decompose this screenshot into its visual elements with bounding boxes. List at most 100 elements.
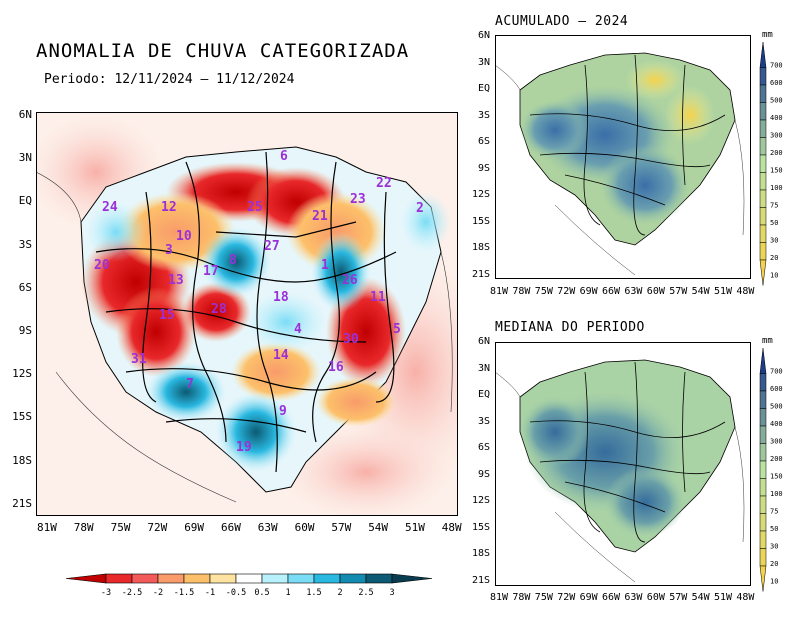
main-lat-tick-3: 3S — [18, 237, 32, 251]
main-lat-tick-7: 15S — [12, 410, 32, 424]
basin-label-27: 27 — [264, 239, 280, 254]
mediana-scale-cell-4 — [759, 425, 767, 444]
acumulado-scale-cell-7 — [759, 172, 767, 191]
colorbar-cell-3 — [157, 573, 185, 584]
mediana-scale-cell-5 — [759, 443, 767, 462]
mediana-lon-tick-11: 48W — [736, 592, 755, 603]
basin-label-15: 15 — [159, 308, 175, 323]
acumulado-scale-cell-0 — [759, 42, 767, 68]
acumulado-lat-tick-3: 3S — [477, 109, 490, 121]
basin-label-10: 10 — [176, 229, 192, 244]
colorbar-label-8: 1.5 — [306, 588, 321, 598]
mediana-lon-tick-6: 63W — [624, 592, 643, 603]
main-lat-tick-2: EQ — [18, 194, 32, 208]
acumulado-lon-tick-5: 66W — [602, 286, 621, 297]
acumulado-lat-tick-0: 6N — [477, 30, 490, 41]
acumulado-scale-label-0: 700 — [770, 62, 783, 70]
main-lon-tick-6: 63W — [257, 521, 278, 534]
acumulado-scale-label-7: 100 — [770, 184, 783, 192]
mediana-map — [495, 342, 751, 586]
mediana-lon-tick-3: 72W — [557, 592, 576, 603]
mediana-scale-cell-10 — [759, 530, 767, 549]
main-lon-tick-4: 69W — [184, 521, 205, 534]
mediana-lat-tick-5: 9S — [477, 468, 490, 480]
colorbar-cell-9 — [313, 573, 341, 584]
colorbar-cell-2 — [131, 573, 159, 584]
colorbar-cell-8 — [287, 573, 315, 584]
acumulado-scale-cell-8 — [759, 189, 767, 208]
acumulado-map — [495, 35, 751, 279]
basin-label-6: 6 — [280, 149, 288, 164]
mediana-scale-cell-6 — [759, 460, 767, 479]
colorbar-label-3: -1.5 — [174, 588, 194, 598]
acumulado-lat-tick-7: 15S — [471, 215, 490, 227]
acumulado-lat-tick-9: 21S — [471, 268, 490, 280]
colorbar-label-7: 1 — [285, 588, 290, 598]
acumulado-lat-tick-5: 9S — [477, 162, 490, 174]
main-lon-tick-0: 81W — [37, 521, 57, 534]
acumulado-lat-tick-4: 6S — [477, 136, 490, 147]
mediana-lon-tick-4: 69W — [579, 592, 598, 603]
mediana-scale: 700 600 500 400 300 200 150 100 75 50 30 20 10 — [759, 348, 783, 592]
mediana-lat-tick-2: EQ — [477, 389, 490, 400]
basin-label-4: 4 — [294, 322, 302, 337]
mediana-scale-label-8: 75 — [770, 508, 778, 516]
acumulado-scale-cell-10 — [759, 224, 767, 243]
colorbar-cell-10 — [339, 573, 367, 584]
acumulado-scale-cell-1 — [759, 67, 767, 86]
acumulado-lon-tick-2: 75W — [534, 286, 553, 297]
mediana-scale-cell-9 — [759, 513, 767, 532]
mediana-scale-cell-3 — [759, 408, 767, 427]
mediana-title: MEDIANA DO PERIODO — [495, 320, 645, 335]
mediana-unit: mm — [762, 336, 773, 346]
colorbar-cell-7 — [261, 573, 289, 584]
mediana-lat-tick-8: 18S — [471, 548, 490, 559]
main-map-period: Periodo: 12/11/2024 – 11/12/2024 — [44, 72, 295, 87]
mediana-scale-label-5: 200 — [770, 455, 783, 463]
acumulado-lon-tick-0: 81W — [490, 286, 509, 297]
basin-label-26: 26 — [342, 273, 358, 288]
colorbar-label-10: 2.5 — [358, 588, 373, 598]
mediana-lon-tick-10: 51W — [714, 592, 733, 603]
main-lon-tick-10: 51W — [405, 521, 425, 534]
main-lat-tick-8: 18S — [12, 453, 32, 467]
colorbar-label-2: -2 — [153, 588, 163, 598]
basin-label-17: 17 — [203, 264, 219, 279]
main-lat-tick-0: 6N — [18, 108, 32, 121]
basin-label-14: 14 — [273, 348, 289, 363]
mediana-lat-tick-3: 3S — [477, 415, 490, 427]
mediana-scale-cell-7 — [759, 478, 767, 497]
mediana-scale-label-11: 20 — [770, 560, 778, 568]
acumulado-scale-label-1: 600 — [770, 79, 783, 87]
acumulado-scale-cell-2 — [759, 84, 767, 103]
colorbar-cell-0 — [65, 573, 107, 584]
acumulado-lon-tick-3: 72W — [557, 286, 576, 297]
mediana-scale-label-2: 500 — [770, 403, 783, 411]
main-lon-tick-9: 54W — [368, 521, 389, 534]
acumulado-unit: mm — [762, 30, 773, 40]
mediana-scale-label-6: 150 — [770, 473, 783, 481]
colorbar-label-11: 3 — [389, 588, 394, 598]
acumulado-lat-tick-6: 12S — [471, 189, 490, 200]
acumulado-scale-label-3: 400 — [770, 114, 783, 122]
basin-label-21: 21 — [312, 209, 328, 224]
basin-label-22: 22 — [376, 176, 392, 191]
mediana-scale-label-9: 50 — [770, 525, 778, 533]
mediana-scale-cell-11 — [759, 548, 767, 567]
mediana-scale-cell-12 — [759, 565, 767, 592]
main-lon-tick-1: 78W — [73, 521, 94, 534]
acumulado-scale-label-9: 50 — [770, 219, 778, 227]
acumulado-lon-tick-9: 54W — [691, 286, 710, 297]
mediana-lat-tick-4: 6S — [477, 442, 490, 453]
acumulado-scale-label-2: 500 — [770, 97, 783, 105]
basin-label-19: 19 — [236, 440, 252, 455]
mediana-lon-tick-0: 81W — [490, 592, 509, 603]
colorbar-label-5: -0.5 — [226, 588, 246, 598]
basin-label-18: 18 — [273, 290, 289, 305]
acumulado-scale-cell-11 — [759, 242, 767, 261]
mediana-scale-cell-2 — [759, 390, 767, 409]
main-lon-tick-8: 57W — [331, 521, 352, 534]
acumulado-lon-tick-10: 51W — [714, 286, 733, 297]
mediana-scale-cell-8 — [759, 495, 767, 514]
main-lon-tick-3: 72W — [147, 521, 168, 534]
